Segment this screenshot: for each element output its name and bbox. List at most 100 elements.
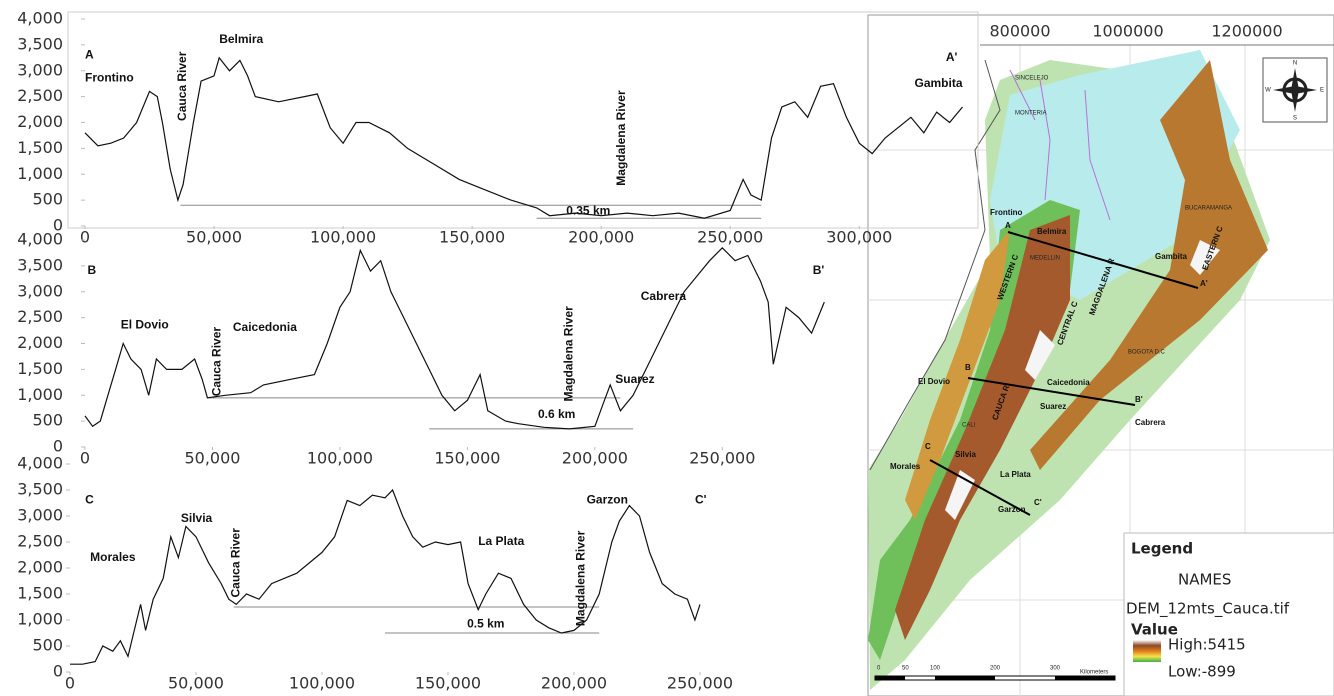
scale-label: 100 xyxy=(930,666,941,672)
y-tick-label: 0 xyxy=(53,216,63,235)
annotation: Magdalena River xyxy=(574,530,588,626)
map-label: C' xyxy=(1034,498,1042,507)
legend-entry: Value xyxy=(1131,621,1178,639)
map-label: BOGOTA D.C xyxy=(1128,350,1166,356)
annotation: Magdalena River xyxy=(614,90,628,186)
y-tick-label: 4,000 xyxy=(17,454,63,473)
x-tick-label: 250,000 xyxy=(697,228,763,247)
annotation: Belmira xyxy=(219,32,263,46)
x-tick-label: 200,000 xyxy=(568,228,634,247)
x-tick-label: 50,000 xyxy=(168,674,224,693)
compass-label: N xyxy=(1293,61,1297,67)
scale-label: 0 xyxy=(877,666,881,672)
annotation: B' xyxy=(813,263,825,277)
x-tick-label: 0 xyxy=(65,674,75,693)
legend-entry: NAMES xyxy=(1178,571,1231,589)
y-tick-label: 0 xyxy=(53,662,63,681)
profile-line xyxy=(70,488,701,665)
profile-chart: 05001,0001,5002,0002,5003,0003,5004,0000… xyxy=(17,454,733,693)
annotation: B xyxy=(88,263,97,277)
legend-entry: High:5415 xyxy=(1168,636,1246,654)
y-tick-label: 4,000 xyxy=(17,9,63,28)
map-label: C xyxy=(925,442,931,451)
y-tick-label: 2,500 xyxy=(17,307,63,326)
compass-label: W xyxy=(1265,88,1271,94)
x-tick-label: 100,000 xyxy=(310,228,376,247)
annotation: C' xyxy=(695,493,707,507)
y-tick-label: 1,500 xyxy=(17,584,63,603)
x-tick-label: 0 xyxy=(80,228,90,247)
profile-chart: 05001,0001,5002,0002,5003,0003,5004,0000… xyxy=(17,9,963,247)
map-label: B' xyxy=(1135,395,1143,404)
y-tick-label: 2,500 xyxy=(17,532,63,551)
x-tick-label: 200,000 xyxy=(562,449,628,468)
legend-entry: DEM_12mts_Cauca.tif xyxy=(1126,600,1290,619)
annotation: A' xyxy=(946,50,958,64)
map-label: SINCELEJO xyxy=(1015,76,1049,82)
map-label: Suarez xyxy=(1040,402,1066,411)
compass: N S E W xyxy=(1262,57,1328,123)
annotation: Garzon xyxy=(587,493,628,507)
annotation: Silvia xyxy=(181,511,213,525)
y-tick-label: 3,500 xyxy=(17,480,63,499)
scale-label: 200 xyxy=(990,666,1001,672)
annotation: Caicedonia xyxy=(233,320,297,334)
map-label: El Dovio xyxy=(918,377,950,386)
y-tick-label: 500 xyxy=(32,636,63,655)
map-label: Frontino xyxy=(990,208,1023,217)
y-tick-label: 1,500 xyxy=(17,138,63,157)
scale-label: 300 xyxy=(1050,666,1061,672)
annotation: Cauca River xyxy=(210,327,224,397)
map: 800000 1000000 1200000 SINCELEJO MONTERI… xyxy=(867,14,1334,696)
x-tick-label: 200,000 xyxy=(541,674,607,693)
x-tick-label: 0 xyxy=(80,449,90,468)
profile-lines xyxy=(929,231,1199,516)
x-tick-label: 250,000 xyxy=(667,674,733,693)
x-tick-label: 100,000 xyxy=(289,674,355,693)
scale-bar: 0 50 100 200 300 Kilometers xyxy=(874,666,1116,681)
y-tick-label: 500 xyxy=(32,411,63,430)
y-tick-label: 3,000 xyxy=(17,506,63,525)
map-coordinate: 1200000 xyxy=(1211,22,1282,41)
map-label: Belmira xyxy=(1037,227,1067,236)
annotation: Cabrera xyxy=(641,289,687,303)
eastern-range xyxy=(1030,60,1268,470)
map-label: MEDELLIN xyxy=(1030,256,1060,262)
y-tick-label: 1,000 xyxy=(17,610,63,629)
y-tick-label: 2,000 xyxy=(17,333,63,352)
panel-frame xyxy=(67,11,979,229)
map-coordinate: 1000000 xyxy=(1092,22,1163,41)
annotation: Suarez xyxy=(615,372,654,386)
map-label: BUCARAMANGA xyxy=(1185,206,1232,212)
y-tick-label: 0 xyxy=(53,437,63,456)
y-tick-label: 3,500 xyxy=(17,34,63,53)
y-tick-label: 2,500 xyxy=(17,86,63,105)
x-tick-label: 150,000 xyxy=(434,449,500,468)
annotation: 0.35 km xyxy=(566,204,610,218)
scale-label: Kilometers xyxy=(1080,670,1108,676)
annotation: 0.5 km xyxy=(467,616,504,630)
map-label: Gambita xyxy=(1155,252,1188,261)
coast xyxy=(869,59,1001,471)
annotation: Magdalena River xyxy=(562,306,576,402)
map-label: Caicedonia xyxy=(1047,378,1090,387)
map-label: A' xyxy=(1200,279,1208,288)
legend-title: Legend xyxy=(1131,540,1193,558)
map-coordinate: 800000 xyxy=(989,22,1050,41)
boundaries xyxy=(1009,69,1111,221)
annotation: Frontino xyxy=(85,71,134,85)
y-tick-label: 3,000 xyxy=(17,60,63,79)
central-range xyxy=(895,215,1070,640)
y-tick-label: 3,000 xyxy=(17,281,63,300)
y-tick-label: 4,000 xyxy=(17,230,63,249)
y-tick-label: 1,500 xyxy=(17,359,63,378)
annotation: Morales xyxy=(90,550,136,564)
annotation: Gambita xyxy=(914,76,962,90)
map-label: Silvia xyxy=(955,450,976,459)
map-label: MONTERIA xyxy=(1015,111,1047,117)
y-tick-label: 3,500 xyxy=(17,255,63,274)
western-range xyxy=(905,230,1010,520)
x-tick-label: 50,000 xyxy=(186,228,242,247)
x-tick-label: 50,000 xyxy=(184,449,240,468)
